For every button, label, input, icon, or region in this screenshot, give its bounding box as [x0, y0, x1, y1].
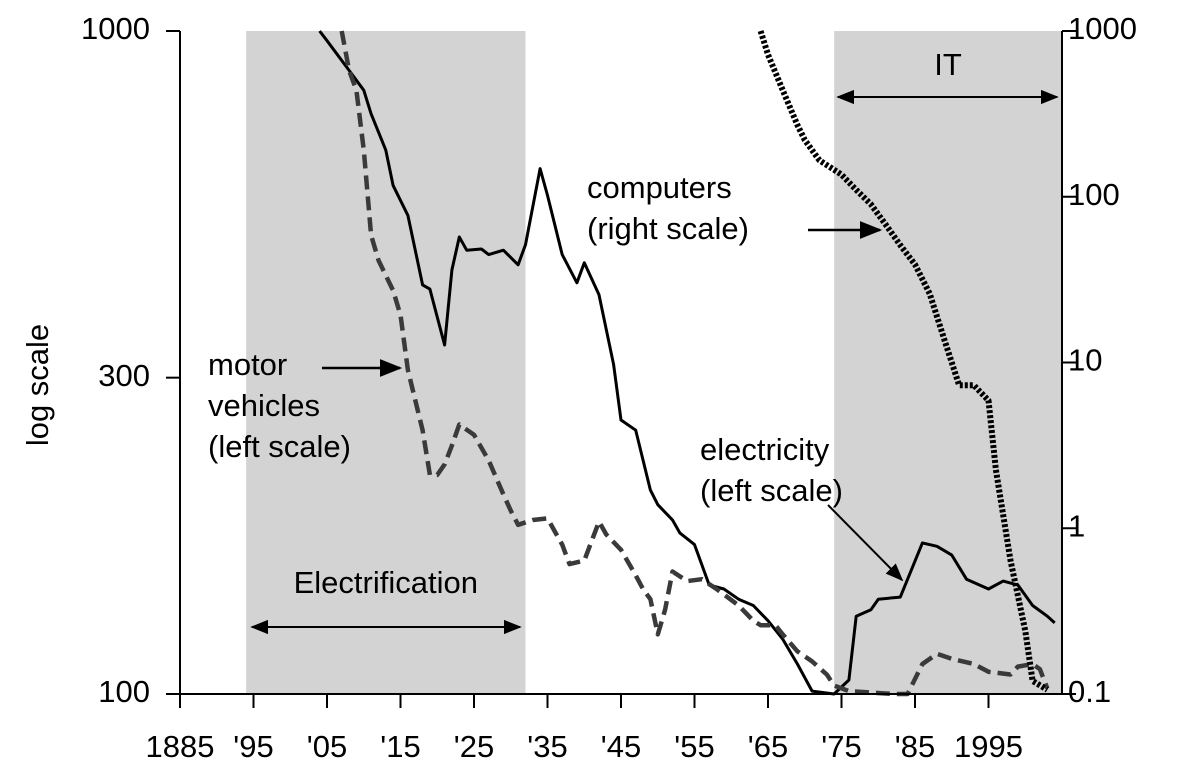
annotation: (left scale)	[700, 473, 843, 508]
period-label: Electrification	[294, 565, 478, 600]
annotation: (left scale)	[208, 429, 351, 464]
x-tick-label: '15	[380, 729, 420, 764]
y-tick-label: 300	[98, 358, 150, 393]
y2-tick-label: 1000	[1068, 11, 1137, 46]
series-line	[318, 30, 1056, 696]
x-tick-label: '35	[527, 729, 567, 764]
x-tick-label: '05	[307, 729, 347, 764]
y-tick-label: 100	[98, 674, 150, 709]
annotation: electricity	[700, 432, 830, 467]
annotation-arrow	[827, 504, 904, 582]
series-line	[339, 30, 1050, 697]
y2-tick-label: 10	[1068, 343, 1102, 378]
period-band	[834, 31, 1062, 694]
period-label: IT	[934, 47, 962, 82]
series-line	[757, 30, 1049, 693]
y2-tick-label: 100	[1068, 177, 1120, 212]
y-axis-label: log scale	[20, 324, 55, 446]
x-tick-label: '65	[748, 729, 788, 764]
x-tick-label: '55	[674, 729, 714, 764]
y2-tick-label: 0.1	[1068, 674, 1111, 709]
x-tick-label: '45	[601, 729, 641, 764]
x-tick-label: '25	[454, 729, 494, 764]
annotation: (right scale)	[587, 211, 749, 246]
annotation: motor	[208, 347, 287, 382]
x-tick-label: '85	[895, 729, 935, 764]
y-tick-label: 1000	[81, 11, 150, 46]
x-tick-label: '75	[821, 729, 861, 764]
x-tick-label: 1995	[954, 729, 1023, 764]
x-tick-label: '95	[233, 729, 273, 764]
annotation: vehicles	[208, 388, 320, 423]
y2-tick-label: 1	[1068, 508, 1085, 543]
annotation: computers	[587, 170, 732, 205]
x-tick-label: 1885	[146, 729, 215, 764]
